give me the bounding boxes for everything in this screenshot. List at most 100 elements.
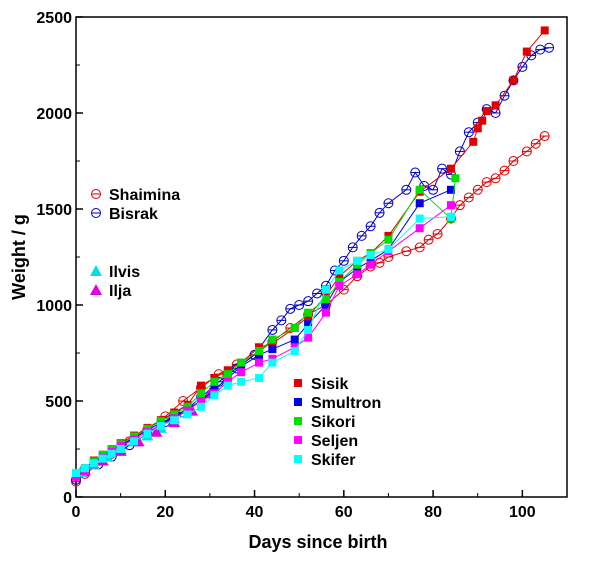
data-point-sisik	[446, 164, 455, 173]
data-point-seljen	[304, 333, 313, 342]
legend-group-left-upper: Shaimina Bisrak	[91, 187, 180, 223]
data-point-skifer	[143, 429, 152, 438]
data-point-skifer	[72, 469, 80, 477]
data-point-seljen	[335, 281, 344, 290]
data-point-sikori	[210, 377, 219, 386]
data-point-sikori	[268, 335, 277, 344]
data-point-sisik	[482, 107, 491, 116]
data-point-sisik	[473, 124, 482, 133]
x-tick-label: 20	[156, 504, 174, 521]
x-tick-label: 80	[424, 504, 442, 521]
data-point-skifer	[89, 459, 98, 468]
y-tick-label: 1000	[36, 298, 72, 315]
data-point-sisik	[335, 272, 344, 281]
data-point-seljen	[446, 201, 455, 210]
data-point-smultron	[321, 301, 330, 309]
data-point-sisik	[478, 116, 487, 125]
legend-label-skifer: Skifer	[311, 452, 355, 469]
data-point-sisik	[540, 26, 549, 35]
data-point-sikori	[304, 308, 313, 317]
data-point-skifer	[237, 377, 246, 386]
data-point-skifer	[210, 391, 219, 400]
data-point-skifer	[116, 445, 125, 453]
legend-marker-ilvis	[90, 265, 102, 276]
data-point-sikori	[255, 347, 264, 356]
data-point-skifer	[183, 410, 192, 419]
legend-label-ilja: Ilja	[109, 283, 131, 300]
data-point-sikori	[223, 370, 232, 379]
data-point-skifer	[107, 449, 116, 458]
data-point-smultron	[304, 320, 313, 329]
legend-label-bisrak: Bisrak	[109, 206, 158, 223]
data-point-sikori	[384, 235, 393, 244]
data-point-skifer	[255, 373, 264, 382]
series-skifer	[72, 212, 455, 477]
data-point-skifer	[353, 256, 362, 265]
legend-marker-sisik	[294, 379, 302, 387]
x-tick-label: 60	[335, 504, 353, 521]
data-point-skifer	[321, 285, 330, 294]
y-axis-title: Weight / g	[9, 214, 29, 300]
data-point-sisik	[522, 47, 531, 56]
y-tick-label: 2000	[36, 106, 72, 123]
data-point-sikori	[321, 295, 330, 304]
data-point-smultron	[415, 199, 424, 208]
x-tick-label: 40	[246, 504, 264, 521]
data-point-smultron	[290, 335, 299, 344]
series-layer	[71, 26, 555, 487]
legend-layer: Shaimina Bisrak Ilvis Ilja Sisik Smultron Siko…	[90, 187, 381, 469]
x-axis-title: Days since birth	[248, 532, 387, 552]
data-point-sikori	[237, 358, 246, 367]
legend-marker-skifer	[294, 455, 302, 463]
data-point-sikori	[451, 174, 460, 183]
data-point-sikori	[196, 389, 205, 398]
legend-label-sikori: Sikori	[311, 414, 355, 431]
legend-label-ilvis: Ilvis	[109, 264, 140, 281]
data-point-seljen	[366, 260, 375, 269]
data-point-sikori	[415, 185, 424, 194]
data-point-skifer	[98, 454, 107, 463]
legend-label-smultron: Smultron	[311, 395, 381, 412]
legend-marker-smultron	[294, 398, 302, 406]
data-point-seljen	[255, 358, 264, 367]
data-point-skifer	[304, 325, 313, 334]
data-point-seljen	[321, 308, 330, 317]
data-point-skifer	[130, 437, 139, 446]
legend-label-seljen: Seljen	[311, 433, 358, 450]
data-point-seljen	[237, 368, 246, 377]
legend-group-left-middle: Ilvis Ilja	[90, 264, 140, 300]
legend-label-sisik: Sisik	[311, 376, 348, 393]
data-point-seljen	[415, 224, 424, 233]
data-point-smultron	[446, 185, 455, 194]
data-point-skifer	[384, 245, 393, 254]
y-tick-label: 1500	[36, 202, 72, 219]
data-point-skifer	[223, 381, 232, 390]
data-point-skifer	[335, 266, 344, 275]
data-point-skifer	[170, 416, 179, 425]
data-point-skifer	[196, 402, 205, 411]
legend-label-shaimina: Shaimina	[109, 187, 180, 204]
data-point-sikori	[290, 324, 299, 333]
data-point-skifer	[415, 214, 424, 223]
data-point-seljen	[196, 397, 205, 405]
data-point-sisik	[491, 101, 500, 110]
x-tick-label: 0	[72, 504, 81, 521]
data-point-skifer	[268, 358, 277, 367]
data-point-skifer	[290, 347, 299, 356]
data-point-sisik	[196, 381, 205, 390]
data-point-skifer	[156, 421, 165, 430]
series-smultron	[72, 185, 455, 480]
x-tick-label: 100	[509, 504, 536, 521]
data-point-sisik	[469, 137, 478, 146]
y-tick-label: 0	[63, 490, 72, 507]
data-point-ilja	[150, 425, 163, 437]
data-point-smultron	[268, 345, 277, 354]
y-tick-label: 500	[45, 394, 72, 411]
data-point-skifer	[446, 212, 455, 221]
data-point-seljen	[353, 270, 362, 279]
data-point-skifer	[366, 251, 375, 260]
y-tick-label: 2500	[36, 10, 72, 27]
